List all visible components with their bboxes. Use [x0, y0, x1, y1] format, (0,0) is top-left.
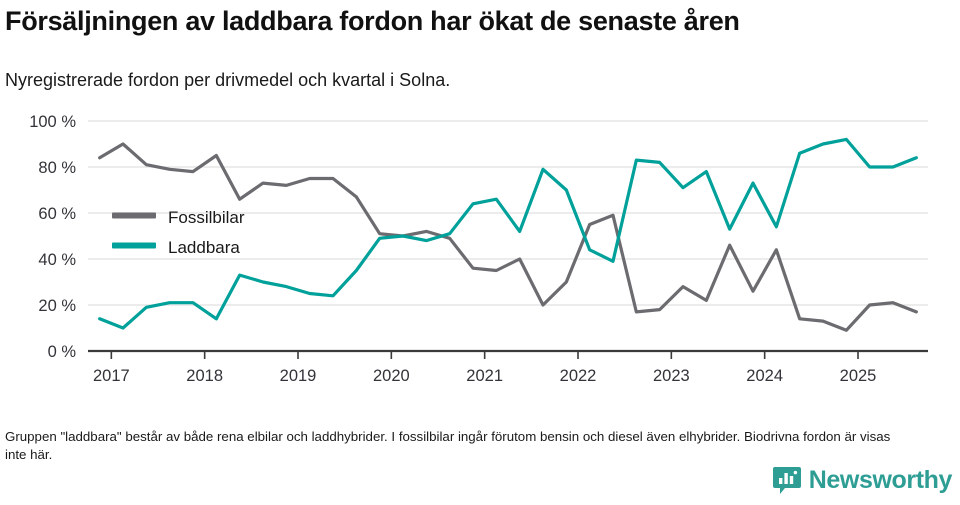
bar-chart-speech-bubble-icon: [772, 465, 802, 495]
chart-footnote: Gruppen "laddbara" består av både rena e…: [5, 429, 891, 462]
chart-container: 0 % 20 % 40 % 60 % 80 % 100 % 2017 2018 2019 2020…: [0, 104, 960, 394]
y-axis-tick-label: 40 %: [38, 251, 76, 269]
page-subtitle: Nyregistrerade fordon per drivmedel och …: [5, 70, 451, 90]
y-axis-tick-label: 0 %: [48, 343, 77, 361]
legend-swatch-laddbara: [112, 242, 156, 249]
newsworthy-logo[interactable]: Newsworthy: [772, 465, 952, 495]
page-title: Försäljningen av laddbara fordon har öka…: [5, 6, 740, 36]
legend-label-laddbara: Laddbara: [168, 238, 240, 257]
x-axis-tick-label: 2017: [93, 367, 130, 385]
y-axis-tick-label: 100 %: [29, 113, 76, 131]
x-axis-tick-label: 2019: [280, 367, 317, 385]
line-chart: 0 % 20 % 40 % 60 % 80 % 100 % 2017 2018 2019 2020…: [29, 113, 928, 385]
y-axis-tick-label: 20 %: [38, 297, 76, 315]
y-axis-tick-label: 80 %: [38, 159, 76, 177]
legend-label-fossilbilar: Fossilbilar: [168, 208, 245, 227]
x-axis-tick-label: 2020: [373, 367, 410, 385]
y-axis-tick-label: 60 %: [38, 205, 76, 223]
x-axis-tick-label: 2022: [560, 367, 597, 385]
x-axis-tick-label: 2025: [840, 367, 877, 385]
x-axis-tick-label: 2021: [466, 367, 503, 385]
newsworthy-logo-text: Newsworthy: [808, 465, 953, 494]
x-axis-tick-label: 2018: [186, 367, 223, 385]
series-line-laddbara: [98, 137, 918, 330]
x-axis-tick-label: 2023: [653, 367, 690, 385]
x-axis-tick-label: 2024: [746, 367, 783, 385]
series-line-fossilbilar: [98, 142, 918, 332]
legend-swatch-fossilbilar: [112, 212, 156, 219]
